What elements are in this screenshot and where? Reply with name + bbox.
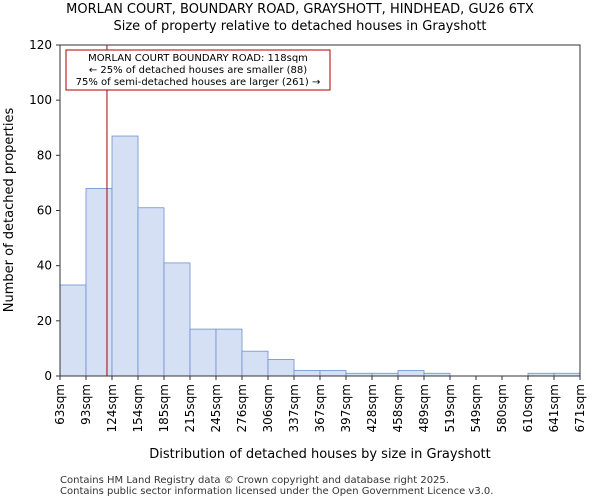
x-tick-label: 519sqm [443,384,457,432]
footer-line1: Contains HM Land Registry data © Crown c… [60,475,449,486]
plot-frame [59,44,581,377]
histogram-bar [59,284,87,377]
x-tick-label: 93sqm [79,384,93,425]
histogram-bar [293,370,321,377]
x-tick-label: 549sqm [469,384,483,432]
x-tick-label: 397sqm [339,384,353,432]
x-tick-label: 610sqm [521,384,535,432]
x-tick-label: 124sqm [105,384,119,432]
histogram-bar [85,188,113,377]
histogram-bar [137,207,165,377]
histogram-bar [319,370,347,377]
chart-title-line2: Size of property relative to detached ho… [113,19,486,34]
x-tick-label: 580sqm [495,384,509,432]
histogram-bar [215,328,243,377]
x-tick-label: 306sqm [261,384,275,432]
x-tick-label: 215sqm [183,384,197,432]
histogram-bar [397,370,425,377]
x-tick-label: 63sqm [53,384,67,425]
x-tick-label: 367sqm [313,384,327,432]
annotation-box: MORLAN COURT BOUNDARY ROAD: 118sqm ← 25%… [65,49,331,91]
y-tick-label: 20 [37,314,52,328]
annotation-line3: 75% of semi-detached houses are larger (… [76,77,321,88]
histogram-bar [189,328,217,377]
y-tick-label: 100 [29,93,52,107]
annotation-line1: MORLAN COURT BOUNDARY ROAD: 118sqm [88,53,308,64]
x-tick-label: 458sqm [391,384,405,432]
y-tick-label: 60 [37,204,52,218]
x-tick-label: 276sqm [235,384,249,432]
y-axis-label: Number of detached properties [2,108,17,313]
histogram-bar [267,359,295,377]
x-axis-label: Distribution of detached houses by size … [149,447,490,462]
bars-group [59,135,581,377]
x-axis-ticks: 63sqm 93sqm 124sqm 154sqm 185sqm 215sqm 245sqm… [53,376,587,432]
histogram-bar [241,350,269,377]
y-tick-label: 0 [44,369,52,383]
chart-title-line1: MORLAN COURT, BOUNDARY ROAD, GRAYSHOTT, … [66,2,534,17]
x-tick-label: 185sqm [157,384,171,432]
x-tick-label: 489sqm [417,384,431,432]
footer-line2: Contains public sector information licen… [60,486,493,497]
x-tick-label: 428sqm [365,384,379,432]
x-tick-label: 337sqm [287,384,301,432]
histogram-bar [111,135,139,377]
annotation-frame [65,49,331,91]
annotation-line2: ← 25% of detached houses are smaller (88… [89,65,307,76]
x-tick-label: 641sqm [547,384,561,432]
y-tick-label: 40 [37,259,52,273]
y-tick-label: 80 [37,148,52,162]
x-tick-label: 245sqm [209,384,223,432]
y-tick-label: 120 [29,38,52,52]
y-axis-ticks: 0 20 40 60 80 100 120 [29,38,60,383]
histogram-bar [163,262,191,377]
x-tick-label: 671sqm [573,384,587,432]
x-tick-label: 154sqm [131,384,145,432]
